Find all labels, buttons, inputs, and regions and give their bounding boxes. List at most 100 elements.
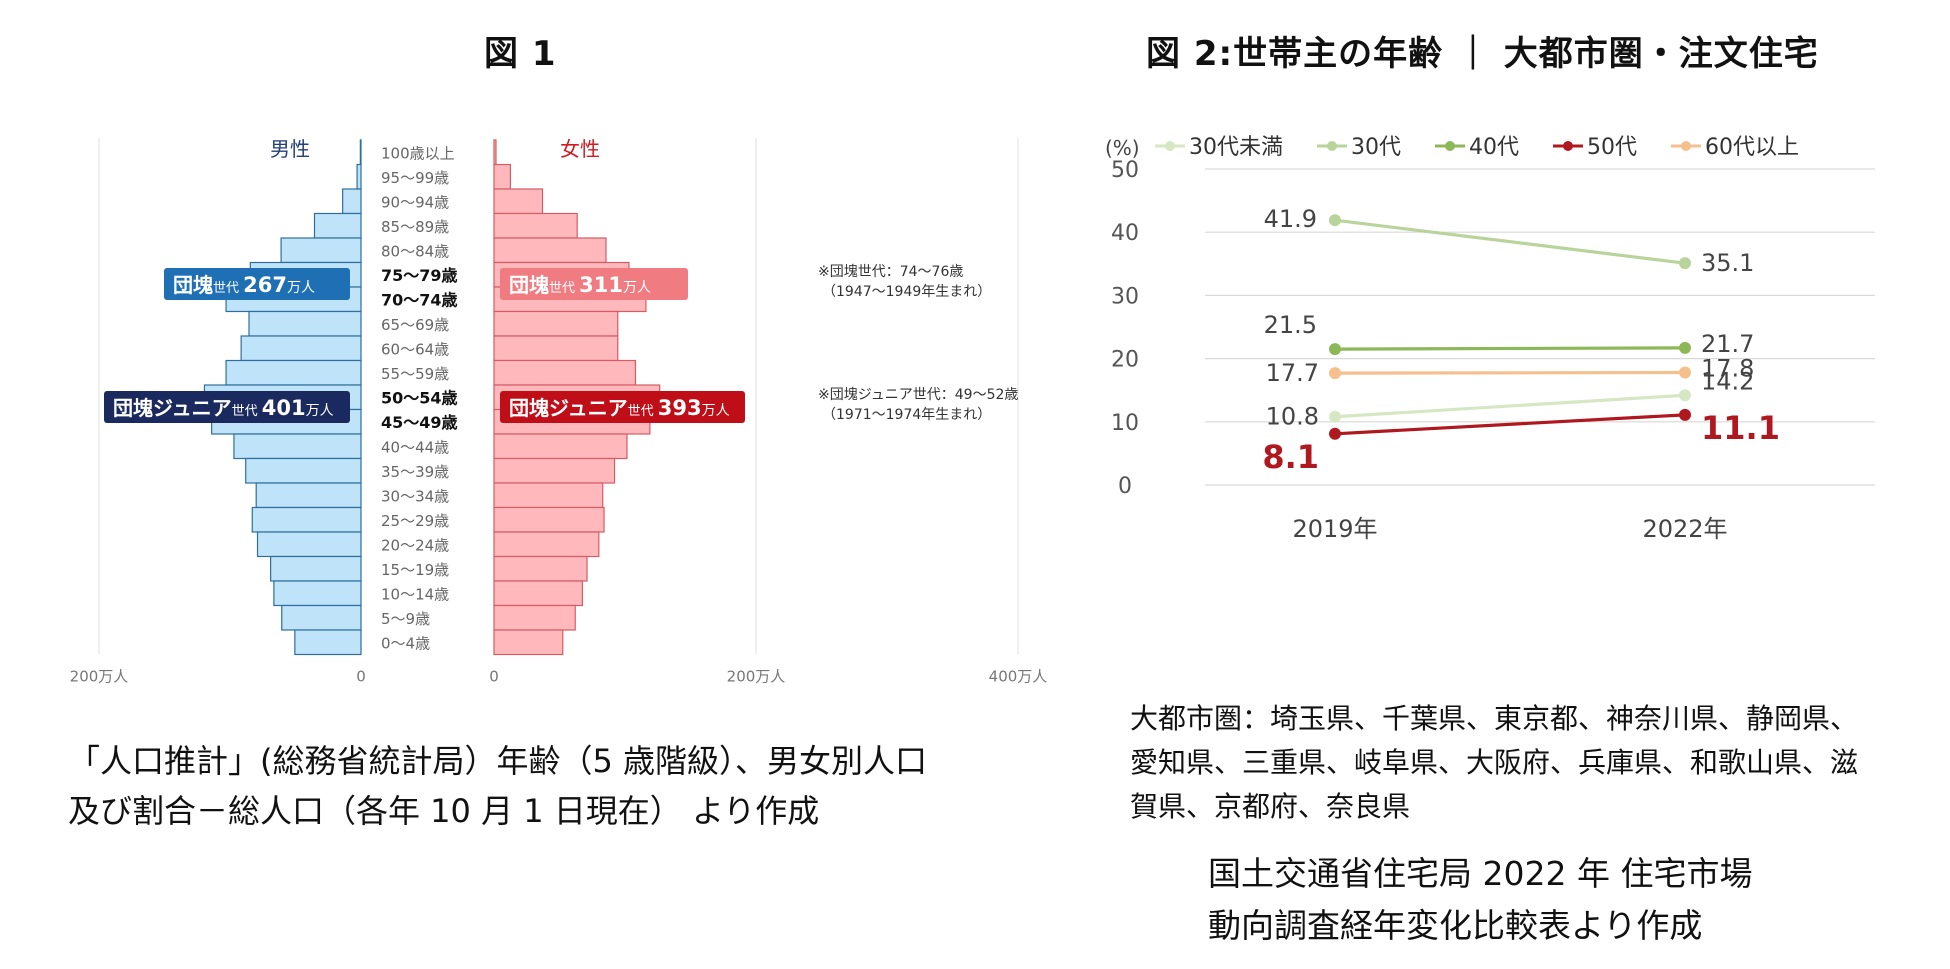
callout-gen: 世代	[628, 404, 658, 419]
age-label: 5～9歳	[381, 610, 430, 628]
callout-gen: 世代	[232, 404, 262, 419]
figure2-source-line: 国土交通省住宅局 2022 年 住宅市場	[1208, 854, 1753, 893]
callout-unit: 万人	[623, 280, 651, 296]
figure1-source-line: 「人口推計」(総務省統計局）年齢（5 歳階級）、男女別人口	[68, 742, 928, 780]
figure1-source-line: 及び割合－総人口（各年 10 月 1 日現在） より作成	[68, 792, 820, 830]
female-bar	[493, 188, 544, 215]
age-label: 15～19歳	[381, 561, 449, 579]
data-label: 8.1	[1262, 438, 1319, 476]
data-point	[1679, 389, 1691, 402]
x-tick-label: 0	[356, 668, 366, 686]
population-pyramid-chart: 100歳以上 95～99歳 90～94歳 85～89歳 80～84歳 75～79歳 70～7…	[70, 137, 1048, 686]
age-label: 30～34歳	[381, 487, 449, 505]
legend-label: 60代以上	[1705, 135, 1799, 160]
figure1-source: 「人口推計」(総務省統計局）年齢（5 歳階級）、男女別人口 及び割合－総人口（各…	[68, 736, 927, 836]
series-label-male: 男性	[270, 137, 310, 161]
female-bar	[493, 335, 619, 362]
x-category-label: 2019年	[1292, 515, 1377, 543]
female-bar	[493, 482, 604, 509]
age-label: 20～24歳	[381, 536, 449, 554]
callout-box	[500, 391, 745, 423]
callout-value: 267	[243, 273, 287, 297]
data-point	[1329, 410, 1341, 423]
female-bar	[493, 359, 637, 386]
male-bar	[280, 237, 362, 264]
x-tick-label: 400万人	[989, 668, 1048, 686]
y-tick-label: 20	[1111, 348, 1139, 373]
age-label: 50～54歳	[381, 388, 458, 407]
callout-gen: 世代	[213, 281, 243, 296]
series-30代: 41.9 35.1	[1264, 205, 1755, 277]
callout-name: 団塊ジュニア	[113, 396, 232, 420]
male-bar	[281, 604, 362, 631]
age-label: 0～4歳	[381, 634, 430, 652]
y-tick-label: 40	[1111, 221, 1139, 246]
data-label: 17.8	[1701, 355, 1754, 383]
callout-text: 団塊世代 311万人	[509, 273, 651, 297]
data-point	[1679, 408, 1691, 421]
callout-female-dankai: 団塊世代 311万人	[500, 268, 688, 300]
junior-note: （1971～1974年生まれ）	[822, 407, 991, 423]
legend-label: 30代未満	[1189, 135, 1283, 160]
series-line	[1334, 393, 1686, 419]
data-label: 10.8	[1266, 403, 1319, 431]
female-bar	[493, 212, 578, 239]
series-40代: 21.5 21.7	[1264, 311, 1755, 358]
legend-marker	[1445, 141, 1455, 151]
y-tick-label: 0	[1118, 474, 1132, 499]
callout-unit: 万人	[306, 403, 334, 419]
figure1-title: 図 1	[484, 34, 557, 74]
male-bar	[342, 188, 362, 215]
male-bar	[273, 580, 362, 607]
callout-female-junior: 団塊ジュニア世代 393万人	[500, 391, 745, 423]
metro-area-note: 大都市圏：埼玉県、千葉県、東京都、神奈川県、静岡県、 愛知県、三重県、岐阜県、大…	[1130, 697, 1858, 829]
data-point	[1679, 257, 1691, 270]
y-axis-label: (%)	[1105, 136, 1140, 160]
callout-text: 団塊ジュニア世代 401万人	[113, 396, 334, 420]
male-bar	[233, 433, 362, 460]
callout-value: 393	[658, 396, 702, 420]
age-label: 65～69歳	[381, 316, 449, 334]
legend-label: 50代	[1587, 135, 1637, 160]
callout-male-junior: 団塊ジュニア世代 401万人	[104, 391, 350, 423]
age-label: 35～39歳	[381, 463, 449, 481]
data-label: 21.7	[1701, 330, 1754, 358]
age-label: 100歳以上	[381, 144, 455, 162]
figure2-source-line: 動向調査経年変化比較表より作成	[1208, 906, 1703, 945]
male-bar	[248, 310, 362, 337]
x-tick-label: 0	[489, 668, 499, 686]
figure2-title: 図 2:世帯主の年齢 ｜ 大都市圏・注文住宅	[1146, 34, 1819, 74]
callout-text: 団塊世代 267万人	[173, 273, 315, 297]
x-category-label: 2022年	[1642, 515, 1727, 543]
female-bar	[493, 555, 588, 582]
legend-marker	[1165, 141, 1175, 151]
female-bar	[493, 457, 616, 484]
y-tick-label: 10	[1111, 411, 1139, 436]
data-point	[1329, 367, 1341, 380]
callout-box	[164, 268, 350, 300]
callout-value: 311	[579, 273, 623, 297]
male-bar	[270, 555, 362, 582]
data-point	[1329, 427, 1341, 440]
series-30代未満: 10.8 14.2	[1266, 367, 1755, 430]
callout-unit: 万人	[702, 403, 730, 419]
legend-label: 30代	[1351, 135, 1401, 160]
data-point	[1329, 214, 1341, 227]
female-bar	[493, 580, 584, 607]
y-tick-label: 50	[1111, 158, 1139, 183]
callout-box	[500, 268, 688, 300]
callout-box	[104, 391, 350, 423]
metro-area-line: 賀県、京都府、奈良県	[1130, 790, 1411, 823]
age-label: 85～89歳	[381, 218, 449, 236]
male-bar	[245, 457, 362, 484]
data-label: 41.9	[1264, 205, 1317, 233]
female-bar	[493, 139, 497, 166]
metro-area-line: 大都市圏：埼玉県、千葉県、東京都、神奈川県、静岡県、	[1130, 702, 1859, 735]
callout-male-dankai: 団塊世代 267万人	[164, 268, 350, 300]
age-label: 25～29歳	[381, 512, 449, 530]
data-point	[1679, 366, 1691, 379]
female-bar	[493, 629, 564, 656]
legend-marker	[1327, 141, 1337, 151]
figure2-source: 国土交通省住宅局 2022 年 住宅市場 動向調査経年変化比較表より作成	[1208, 848, 1752, 952]
series-60代以上: 17.7 17.8	[1266, 355, 1755, 388]
